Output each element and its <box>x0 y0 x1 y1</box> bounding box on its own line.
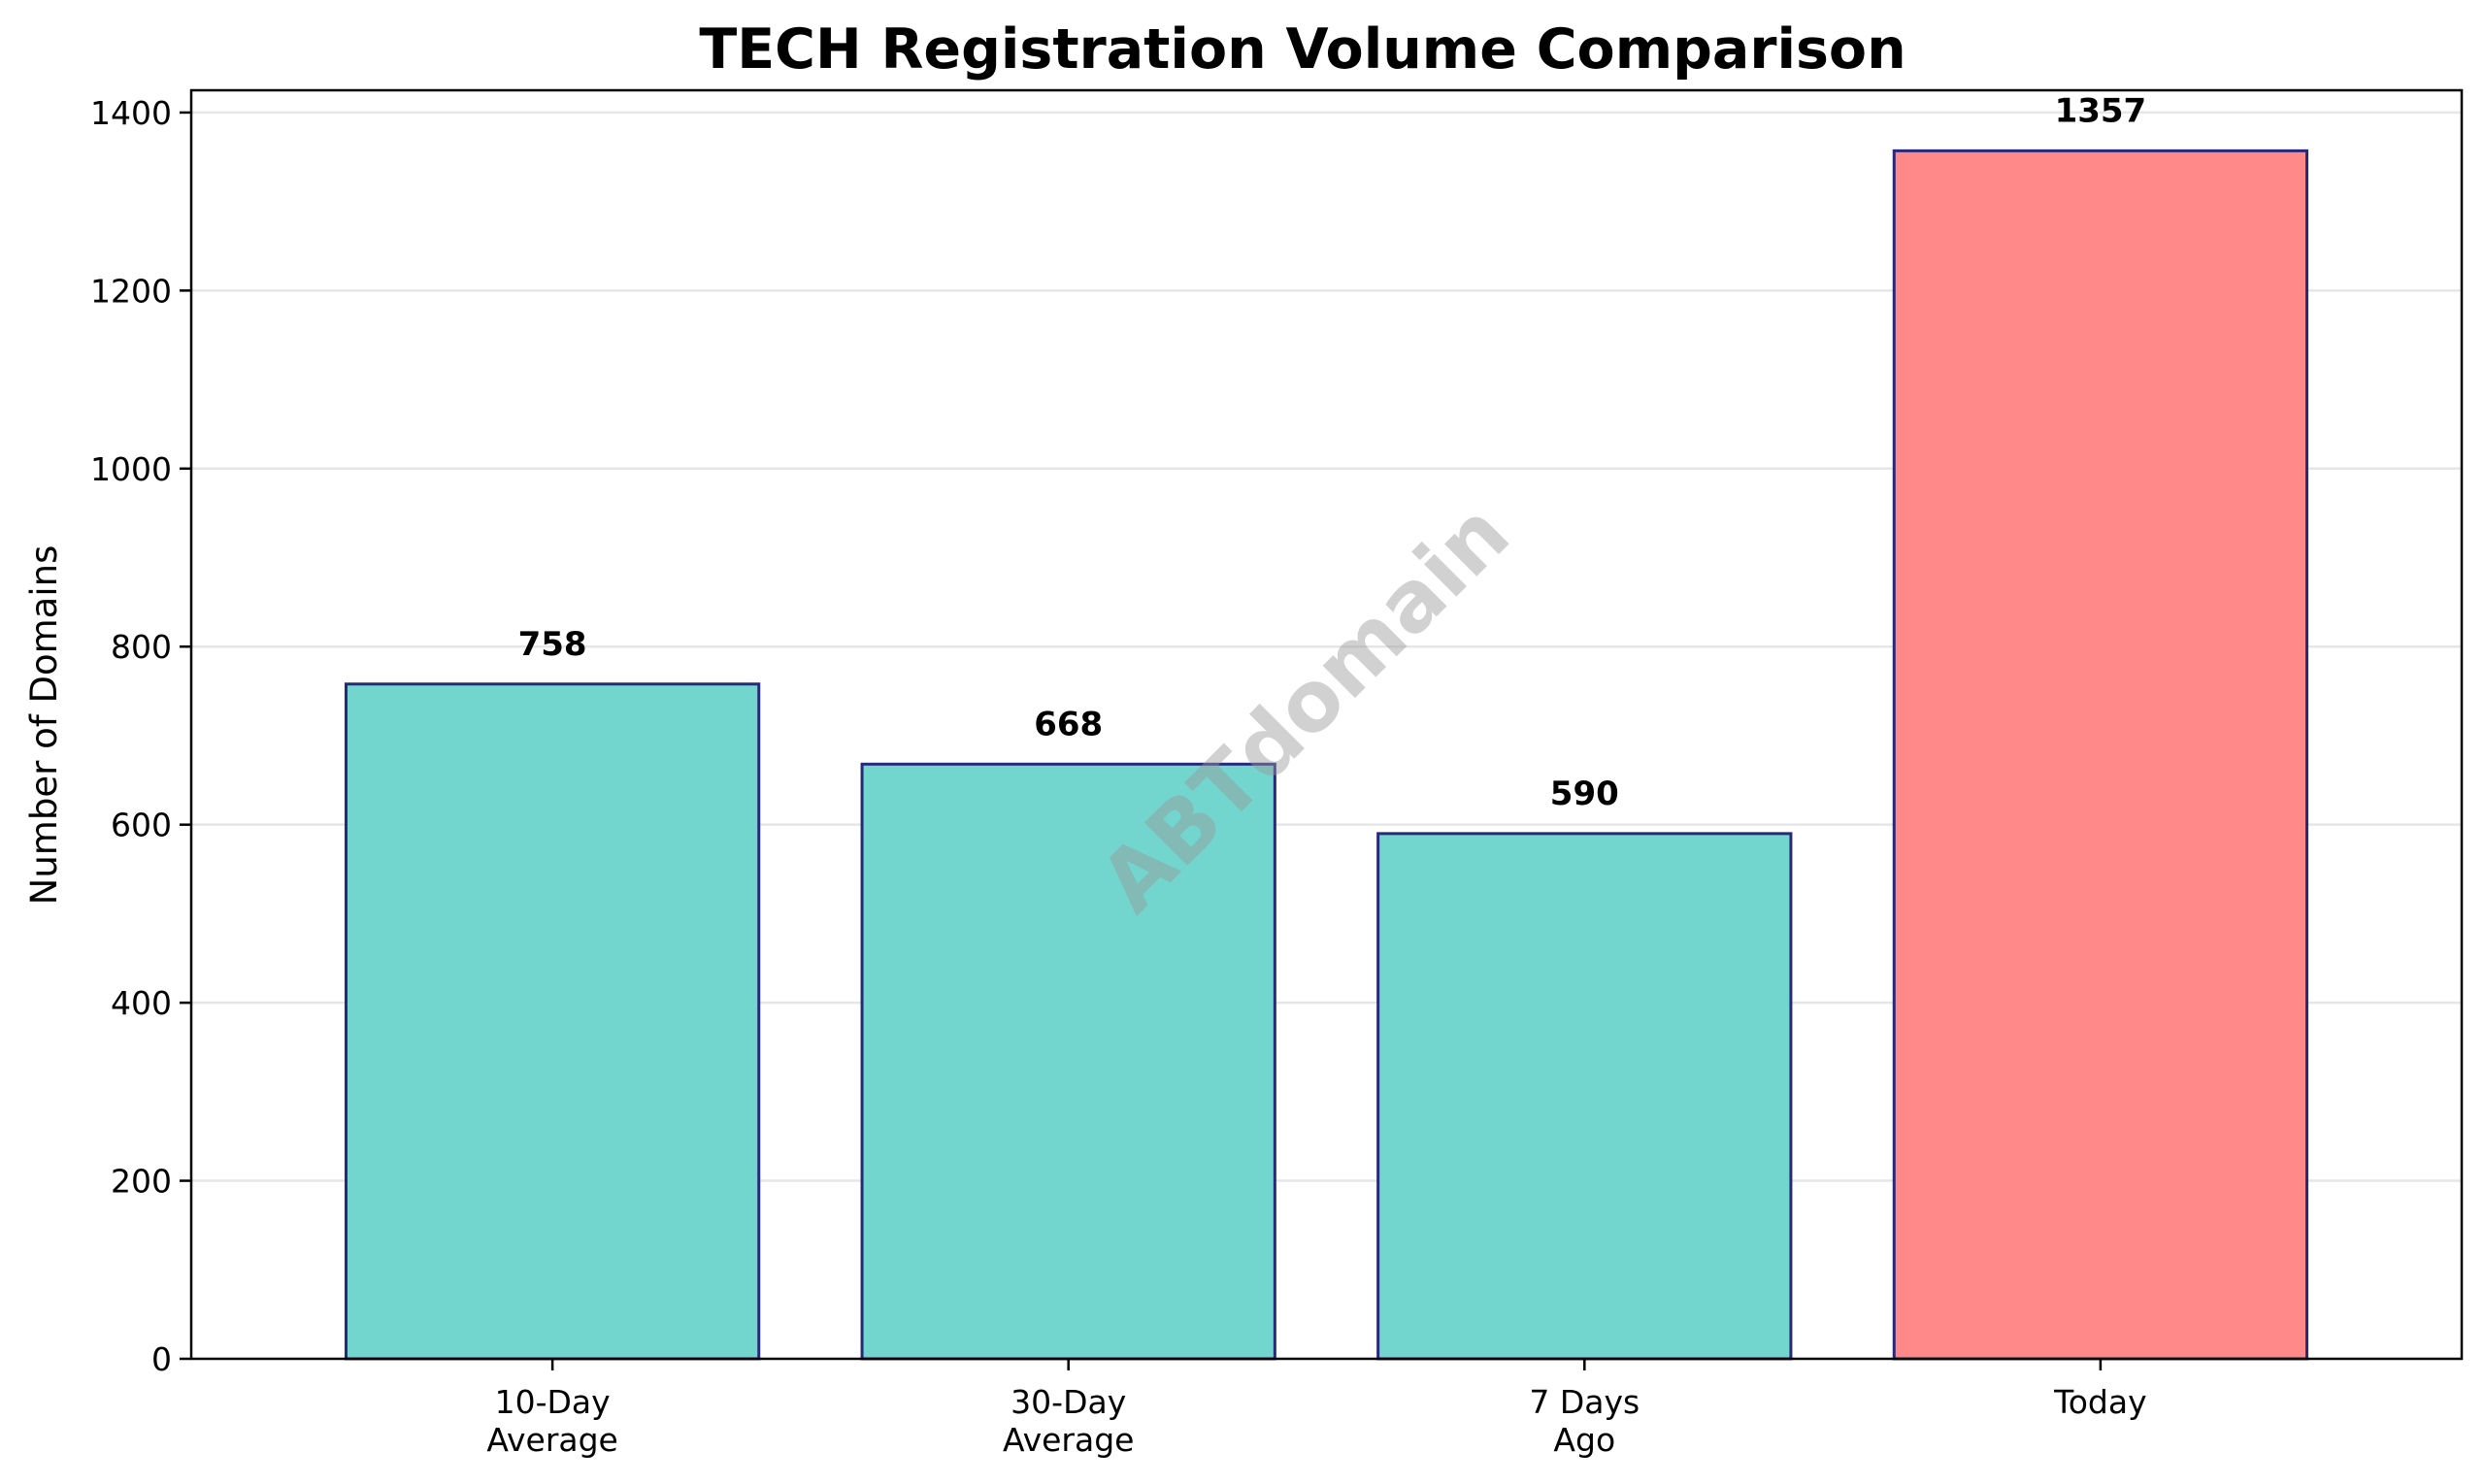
x-tick-label-3: Today <box>2053 1383 2146 1421</box>
value-label-3: 1357 <box>2055 91 2147 130</box>
value-label-2: 590 <box>1550 775 1619 813</box>
y-ticks: 0 200 400 600 800 1000 1200 1400 <box>90 94 191 1378</box>
y-tick-label-4: 800 <box>111 628 172 666</box>
value-labels: 758 668 590 1357 <box>518 91 2147 812</box>
x-tick-label-line: 7 Days <box>1529 1383 1640 1421</box>
bars <box>344 148 2309 1361</box>
axes <box>189 88 2464 1361</box>
x-tick-label-1: 30-Day Average <box>1003 1383 1135 1459</box>
axes-frame <box>189 88 2464 1361</box>
bar-1 <box>860 762 1276 1361</box>
y-tick-label-0: 0 <box>151 1340 172 1378</box>
y-axis-label: Number of Domains <box>23 545 65 906</box>
y-tick-label-2: 400 <box>111 984 172 1022</box>
chart-title: TECH Registration Volume Comparison <box>699 17 1905 82</box>
x-tick-label-line: Today <box>2053 1383 2146 1421</box>
y-tick-label-1: 200 <box>111 1163 172 1201</box>
x-tick-label-line: 30-Day <box>1011 1383 1126 1421</box>
y-tick-label-3: 600 <box>111 807 172 844</box>
x-tick-label-line: Ago <box>1553 1421 1615 1459</box>
x-tick-label-line: 10-Day <box>495 1383 611 1421</box>
y-tick-label-7: 1400 <box>90 94 172 132</box>
x-tick-label-2: 7 Days Ago <box>1529 1383 1640 1459</box>
y-tick-label-6: 1200 <box>90 272 172 310</box>
y-tick-label-5: 1000 <box>90 450 172 488</box>
bar-3 <box>1892 148 2309 1361</box>
x-tick-label-line: Average <box>486 1421 618 1459</box>
value-label-1: 668 <box>1034 705 1103 743</box>
bar-0 <box>344 682 761 1361</box>
x-tick-label-line: Average <box>1003 1421 1135 1459</box>
x-tick-label-0: 10-Day Average <box>486 1383 618 1459</box>
bar-2 <box>1376 832 1793 1361</box>
value-label-0: 758 <box>518 625 587 664</box>
